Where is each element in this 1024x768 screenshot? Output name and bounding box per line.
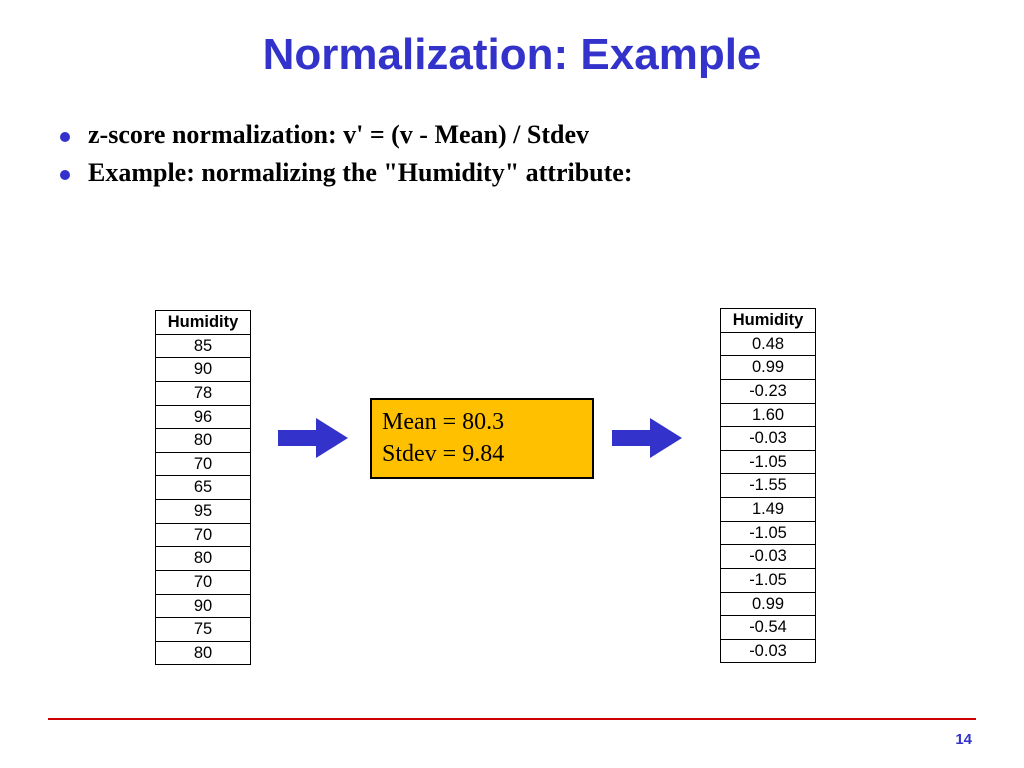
table-cell: -1.05 (721, 568, 816, 592)
footer-divider (48, 718, 976, 720)
table-cell: -0.23 (721, 379, 816, 403)
table-cell: 80 (156, 429, 251, 453)
bullet-list: z-score normalization: v' = (v - Mean) /… (60, 120, 960, 196)
bullet-text: Example: normalizing the "Humidity" attr… (88, 158, 633, 188)
stats-stdev: Stdev = 9.84 (382, 438, 582, 470)
humidity-original-table: Humidity 85 90 78 96 80 70 65 95 70 80 7… (155, 310, 251, 665)
bullet-dot-icon (60, 170, 70, 180)
table-cell: 80 (156, 547, 251, 571)
slide: Normalization: Example z-score normaliza… (0, 0, 1024, 768)
bullet-item: Example: normalizing the "Humidity" attr… (60, 158, 960, 188)
table-cell: 65 (156, 476, 251, 500)
table-cell: -1.05 (721, 521, 816, 545)
table-cell: 0.99 (721, 592, 816, 616)
table-header: Humidity (721, 309, 816, 333)
bullet-item: z-score normalization: v' = (v - Mean) /… (60, 120, 960, 150)
bullet-text: z-score normalization: v' = (v - Mean) /… (88, 120, 589, 150)
table-cell: 96 (156, 405, 251, 429)
humidity-normalized-table: Humidity 0.48 0.99 -0.23 1.60 -0.03 -1.0… (720, 308, 816, 663)
table-cell: -1.55 (721, 474, 816, 498)
stats-mean: Mean = 80.3 (382, 406, 582, 438)
table-cell: 75 (156, 618, 251, 642)
table-cell: 90 (156, 594, 251, 618)
slide-title: Normalization: Example (0, 30, 1024, 80)
bullet-dot-icon (60, 132, 70, 142)
table-cell: -0.54 (721, 616, 816, 640)
table-cell: 80 (156, 641, 251, 665)
arrow-right-icon (612, 418, 682, 458)
table-header: Humidity (156, 311, 251, 335)
table-cell: 78 (156, 381, 251, 405)
table-cell: 0.48 (721, 332, 816, 356)
table-cell: 70 (156, 523, 251, 547)
table-cell: -1.05 (721, 450, 816, 474)
table-cell: -0.03 (721, 545, 816, 569)
table-cell: -0.03 (721, 639, 816, 663)
table-cell: 70 (156, 570, 251, 594)
page-number: 14 (955, 731, 972, 748)
table-cell: 1.49 (721, 498, 816, 522)
arrow-right-icon (278, 418, 348, 458)
table-cell: 95 (156, 500, 251, 524)
table-cell: -0.03 (721, 427, 816, 451)
table-cell: 1.60 (721, 403, 816, 427)
stats-box: Mean = 80.3 Stdev = 9.84 (370, 398, 594, 479)
table-cell: 90 (156, 358, 251, 382)
table-cell: 85 (156, 334, 251, 358)
table-cell: 0.99 (721, 356, 816, 380)
table-cell: 70 (156, 452, 251, 476)
